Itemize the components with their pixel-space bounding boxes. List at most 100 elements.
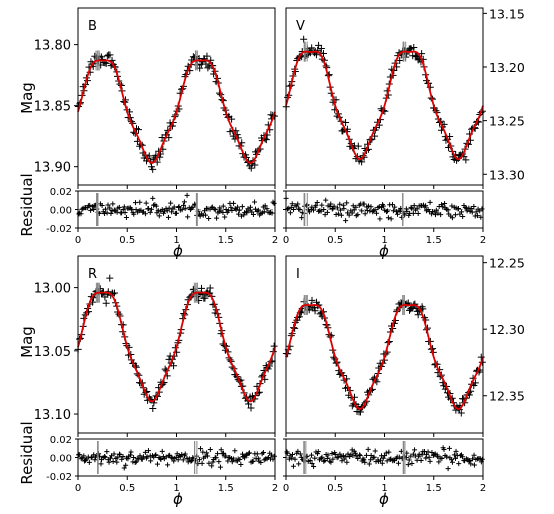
residual-point [365,446,371,452]
residual-point [128,449,134,455]
residual-point [107,455,113,461]
residual-point [416,451,422,457]
residual-point [176,204,182,210]
residual-point [231,200,237,206]
residual-point [324,455,330,461]
residual-point [338,212,344,218]
ylabel-residual-top: Residual [18,173,36,236]
residual-point [343,218,349,224]
residual-point [372,207,378,213]
residual-point [362,211,368,217]
residual-point [78,211,84,217]
residual-point [311,463,317,469]
residual-point [319,202,325,208]
residual-point [264,206,270,212]
residual-point [409,206,415,212]
residual-point [240,451,246,457]
residual-point [478,214,484,220]
residual-point [211,206,217,212]
x-tick-label: 1 [381,483,387,494]
residual-point [238,462,244,468]
residual-point [290,463,296,469]
residual-point [179,207,185,213]
data-point [462,156,470,164]
data-point [149,404,157,412]
residual-point [255,207,261,213]
residual-point [453,448,459,454]
x-tick-label: 2 [480,235,486,246]
y-tick-label: 13.05 [34,345,71,360]
residual-point [164,208,170,214]
residual-point [412,447,418,453]
residual-point [319,454,325,460]
x-tick-label: 1.5 [218,483,234,494]
residual-point [213,455,219,461]
residual-point [468,461,474,467]
residual-point [382,453,388,459]
residual-point [405,462,411,468]
residual-point [200,449,206,455]
residual-point [236,211,242,217]
residual-point [214,215,220,221]
residual-point [445,466,451,472]
residual-point [171,458,177,464]
residual-point [195,461,201,467]
residual-point [262,203,268,209]
residual-point [363,452,369,458]
residual-point [156,213,162,219]
residual-point [325,452,331,458]
x-tick-label: 0 [283,483,289,494]
data-point [111,289,119,297]
residual-point [376,204,382,210]
data-point [311,307,319,315]
residual-point [225,458,231,464]
data-point [410,43,418,51]
panel-R: R 13.00 13.05 13.10 0.02 0.00 -0.020 0.5 1 1.5 2 [34,255,278,494]
residual-point [237,457,243,463]
data-point [106,274,114,282]
residual-point [258,460,264,466]
ylabel-mag-bottom: Mag [18,326,36,358]
residual-point [474,213,480,219]
residual-point [163,454,169,460]
residual-point [337,207,343,213]
residual-point [235,204,241,210]
xlabel-phi-bottom-right: ϕ [379,490,389,508]
residual-point [334,205,340,211]
x-tick-label: 0.5 [327,235,343,246]
residual-point [322,212,328,218]
residual-point [362,459,368,465]
residual-point [79,206,85,212]
residual-point [229,459,235,465]
residual-point [108,211,114,217]
residual-point [104,210,110,216]
residual-point [330,456,336,462]
data-point [471,379,479,387]
residual-point [110,459,116,465]
x-tick-label: 1 [381,235,387,246]
residual-point [368,457,374,463]
residual-point [377,457,383,463]
residual-point [210,459,216,465]
residual-point [289,451,295,457]
residual-point [260,450,266,456]
residual-point [404,208,410,214]
residual-point [366,461,372,467]
data-point [317,44,325,52]
residual-point [222,214,228,220]
residual-point [184,455,190,461]
residual-point [122,210,128,216]
y-tick-label: 12.30 [489,322,525,337]
residual-point [196,457,202,463]
residual-point [146,206,152,212]
x-tick-label: 0 [75,483,81,494]
residual-point [471,452,477,458]
data-point [102,299,110,307]
residual-point [215,451,221,457]
ylabel-mag-top: Mag [18,82,36,114]
data-point [247,164,255,172]
residual-point [329,206,335,212]
residual-point [286,456,292,462]
residual-y-tick-label: -0.02 [46,224,72,235]
residual-point [209,463,215,469]
